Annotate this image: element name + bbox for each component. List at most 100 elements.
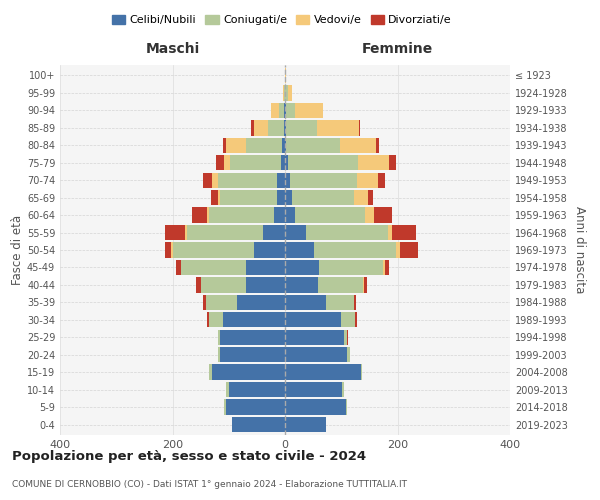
Bar — [388, 225, 392, 240]
Bar — [173, 242, 254, 258]
Bar — [286, 120, 317, 136]
Bar — [218, 172, 277, 188]
Bar — [285, 312, 341, 328]
Bar — [245, 277, 285, 292]
Bar — [362, 277, 364, 292]
Bar — [212, 172, 218, 188]
Bar — [314, 242, 396, 258]
Bar — [209, 208, 274, 223]
Bar — [353, 294, 356, 310]
Bar — [285, 208, 295, 223]
Bar — [285, 172, 290, 188]
Bar — [226, 382, 229, 398]
Text: COMUNE DI CERNOBBIO (CO) - Dati ISTAT 1° gennaio 2024 - Elaborazione TUTTITALIA.: COMUNE DI CERNOBBIO (CO) - Dati ISTAT 1°… — [12, 480, 407, 489]
Bar — [347, 330, 348, 345]
Bar — [376, 138, 379, 153]
Bar — [285, 260, 319, 275]
Bar — [285, 102, 286, 118]
Bar — [268, 120, 284, 136]
Bar — [226, 138, 245, 153]
Bar — [220, 190, 277, 206]
Bar — [223, 312, 285, 328]
Bar — [368, 190, 373, 206]
Bar — [285, 400, 346, 415]
Bar — [218, 347, 220, 362]
Bar — [172, 242, 173, 258]
Bar — [355, 312, 357, 328]
Bar — [288, 155, 358, 170]
Bar — [295, 102, 323, 118]
Bar — [211, 190, 218, 206]
Bar — [284, 102, 285, 118]
Bar — [185, 225, 187, 240]
Bar — [274, 208, 285, 223]
Text: Maschi: Maschi — [145, 42, 200, 56]
Bar — [176, 260, 181, 275]
Bar — [286, 138, 340, 153]
Bar — [317, 120, 359, 136]
Bar — [353, 190, 368, 206]
Bar — [220, 347, 285, 362]
Bar — [209, 312, 223, 328]
Y-axis label: Anni di nascita: Anni di nascita — [573, 206, 586, 294]
Bar — [203, 294, 206, 310]
Bar — [226, 400, 285, 415]
Bar — [196, 277, 200, 292]
Bar — [317, 277, 362, 292]
Bar — [340, 138, 376, 153]
Bar — [285, 382, 343, 398]
Bar — [285, 85, 288, 100]
Bar — [284, 120, 285, 136]
Bar — [347, 347, 350, 362]
Bar — [277, 190, 285, 206]
Bar — [385, 260, 389, 275]
Bar — [374, 208, 392, 223]
Bar — [285, 277, 317, 292]
Bar — [271, 102, 280, 118]
Bar — [383, 260, 385, 275]
Bar — [245, 260, 285, 275]
Bar — [230, 155, 281, 170]
Bar — [285, 225, 307, 240]
Bar — [325, 294, 353, 310]
Bar — [400, 242, 418, 258]
Bar — [218, 330, 220, 345]
Text: Popolazione per età, sesso e stato civile - 2024: Popolazione per età, sesso e stato civil… — [12, 450, 366, 463]
Bar — [206, 294, 237, 310]
Bar — [361, 364, 362, 380]
Bar — [220, 330, 285, 345]
Y-axis label: Fasce di età: Fasce di età — [11, 215, 24, 285]
Bar — [209, 364, 212, 380]
Bar — [200, 277, 245, 292]
Bar — [232, 417, 285, 432]
Bar — [165, 225, 185, 240]
Bar — [281, 155, 285, 170]
Bar — [285, 68, 286, 83]
Bar — [263, 225, 285, 240]
Bar — [203, 172, 212, 188]
Bar — [358, 155, 389, 170]
Bar — [212, 364, 285, 380]
Bar — [379, 172, 385, 188]
Bar — [224, 155, 230, 170]
Bar — [341, 312, 355, 328]
Bar — [187, 225, 263, 240]
Bar — [216, 155, 224, 170]
Bar — [245, 138, 282, 153]
Text: Femmine: Femmine — [362, 42, 433, 56]
Bar — [208, 208, 209, 223]
Bar — [285, 330, 344, 345]
Bar — [224, 400, 226, 415]
Bar — [282, 138, 285, 153]
Bar — [237, 294, 285, 310]
Bar — [286, 102, 295, 118]
Bar — [290, 172, 357, 188]
Bar — [396, 242, 400, 258]
Bar — [280, 102, 284, 118]
Bar — [284, 85, 285, 100]
Bar — [357, 172, 379, 188]
Bar — [285, 347, 347, 362]
Bar — [164, 242, 172, 258]
Bar — [344, 330, 347, 345]
Bar — [223, 138, 226, 153]
